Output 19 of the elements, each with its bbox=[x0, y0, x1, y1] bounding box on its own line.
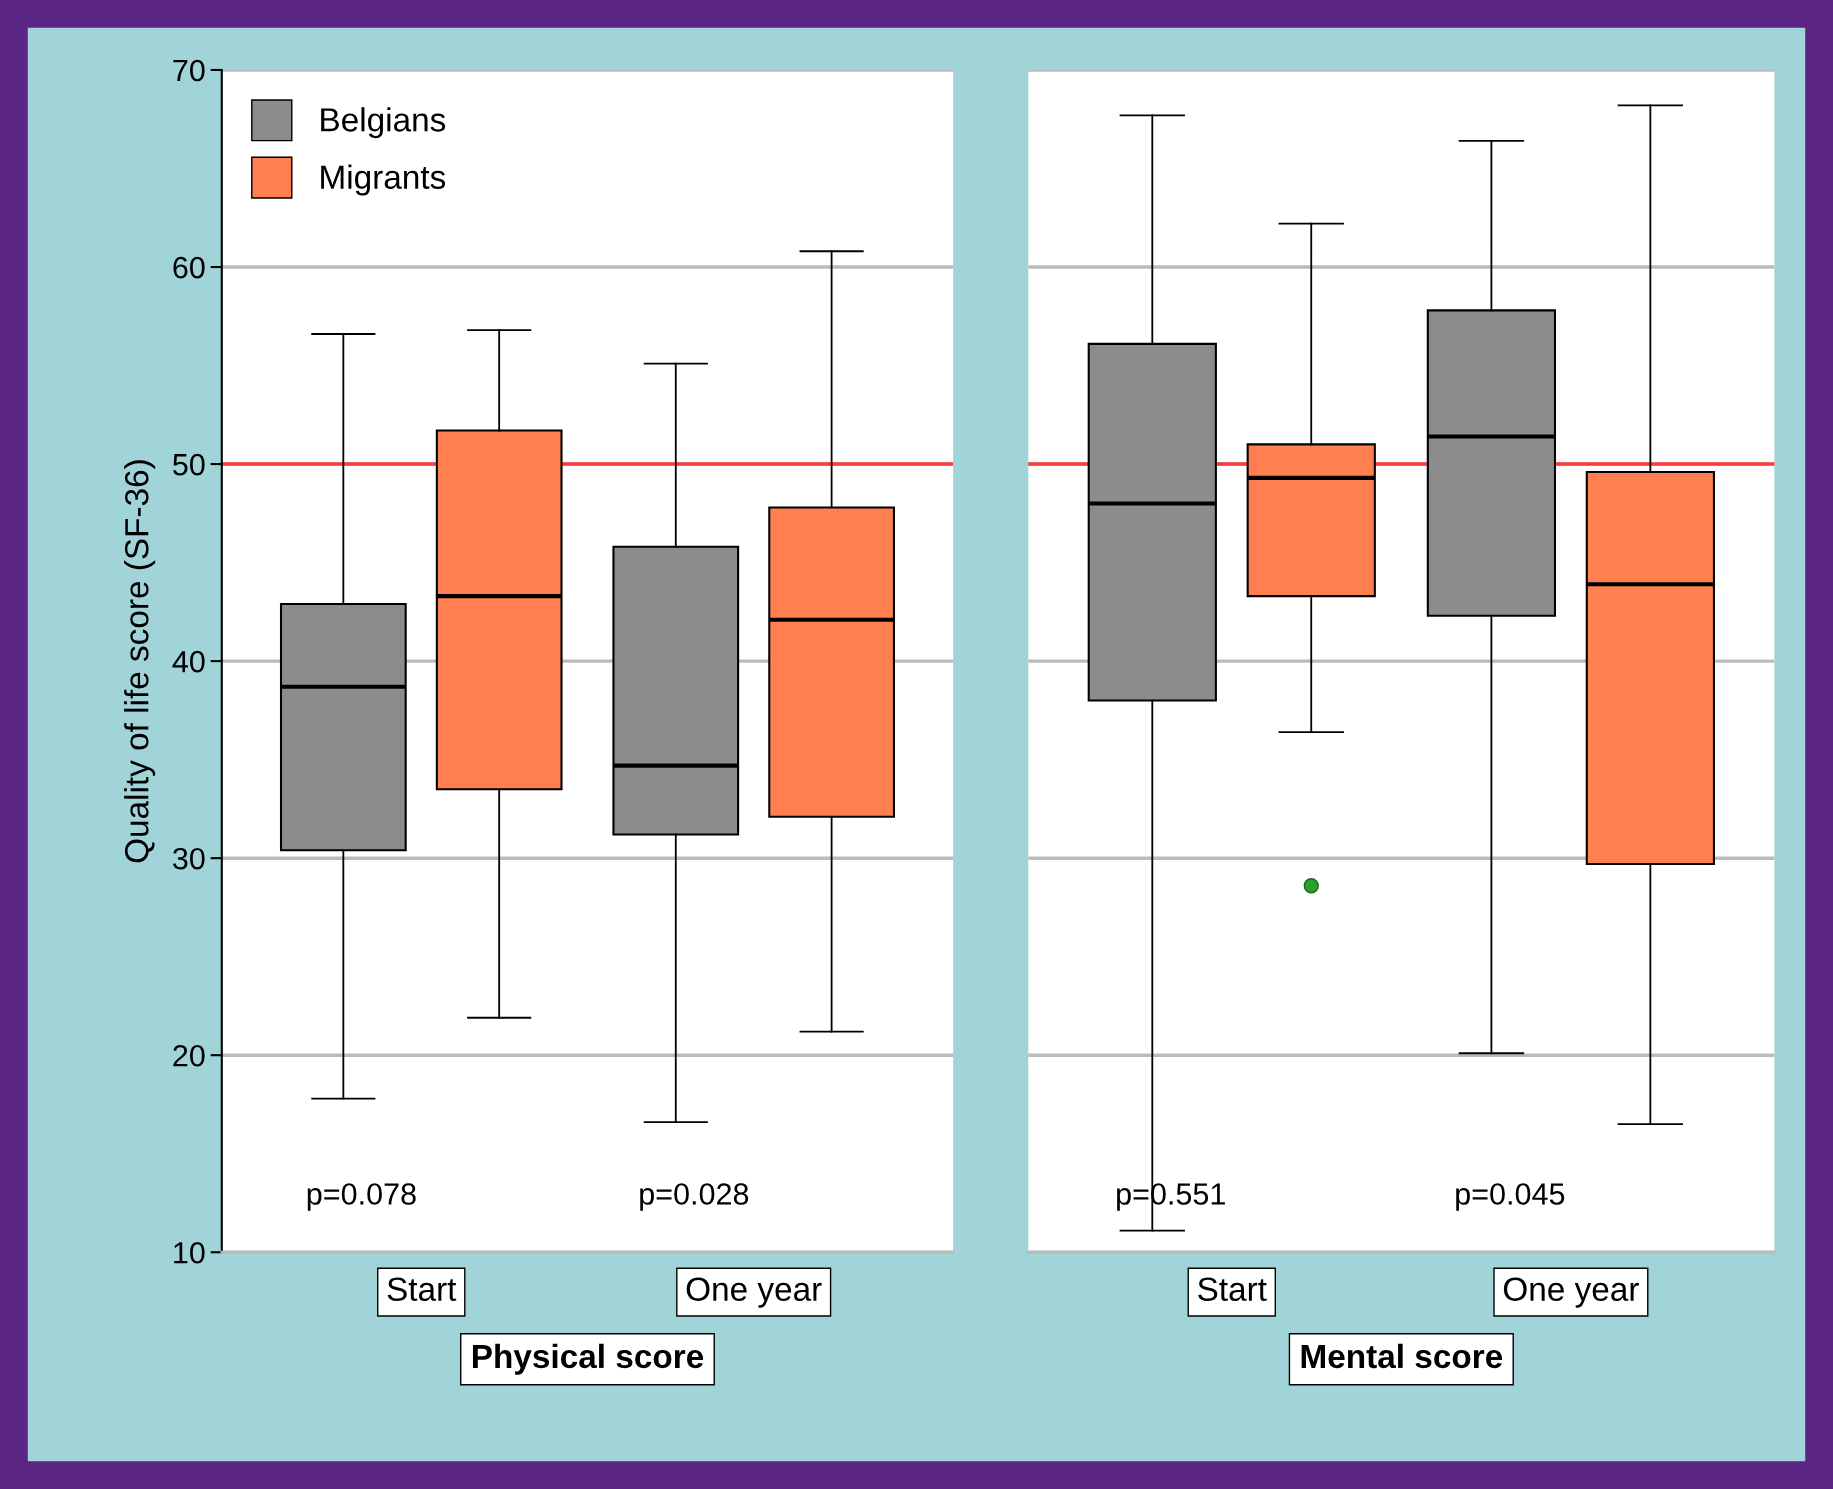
y-tick-label: 30 bbox=[173, 847, 205, 870]
annotation: p=0.078 bbox=[307, 1183, 416, 1211]
x-axis-title: Mental score bbox=[1301, 1343, 1503, 1369]
x-axis-title: Physical score bbox=[472, 1343, 704, 1375]
legend-label: Migrants bbox=[321, 164, 446, 196]
x-tick-label: Start bbox=[1198, 1277, 1267, 1302]
annotation: p=0.028 bbox=[640, 1183, 749, 1211]
y-axis-title: Quality of life score (SF-36) bbox=[124, 460, 156, 863]
y-tick-label: 40 bbox=[172, 650, 205, 673]
y-tick-label: 10 bbox=[174, 1241, 205, 1264]
annotation: p=0.045 bbox=[1456, 1183, 1565, 1211]
y-tick-label: 70 bbox=[173, 59, 205, 82]
x-tick-label: One year bbox=[686, 1277, 822, 1308]
x-tick-label: Start bbox=[387, 1277, 457, 1302]
y-tick-label: 50 bbox=[173, 453, 205, 476]
y-tick-label: 20 bbox=[173, 1044, 205, 1067]
x-tick-label: One year bbox=[1503, 1277, 1639, 1308]
y-tick-label: 60 bbox=[173, 256, 205, 279]
legend-label: Belgians bbox=[321, 107, 446, 139]
